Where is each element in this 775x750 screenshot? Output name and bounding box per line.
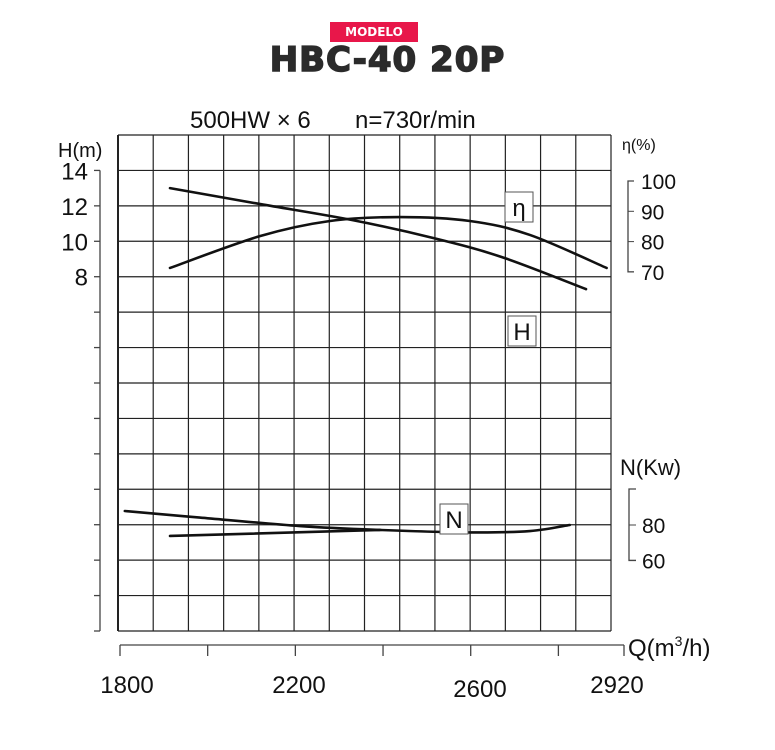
- n-tick-label: 60: [642, 550, 665, 573]
- curve-label: N: [445, 507, 462, 534]
- x-tick-label: 2600: [453, 676, 506, 703]
- n-axis-label: N(Kw): [620, 455, 681, 480]
- curve-n-lower: [168, 528, 382, 538]
- curve-label-box: [439, 503, 469, 535]
- n-tick-label: 80: [642, 515, 665, 538]
- curve-label: H: [513, 319, 530, 346]
- x-tick-label: 2920: [590, 672, 643, 699]
- x-tick-label: 1800: [100, 672, 153, 699]
- curve-n: [123, 509, 572, 534]
- curve-h: [168, 186, 588, 291]
- x-axis-label: Q(m3/h): [628, 633, 710, 662]
- h-tick-label: 10: [61, 229, 88, 256]
- h-axis-label: H(m): [58, 140, 102, 162]
- model-badge: MODELO: [330, 22, 418, 42]
- h-tick-label: 8: [75, 265, 88, 292]
- chart-title: 500HW × 6: [190, 107, 311, 134]
- model-title: HBC-40 20P: [269, 39, 506, 81]
- h-tick-label: 14: [61, 158, 88, 185]
- x-tick-label: 2200: [272, 672, 325, 699]
- eta-tick-label: 70: [641, 262, 664, 285]
- h-tick-label: 12: [61, 194, 88, 221]
- eta-tick-label: 90: [641, 201, 664, 224]
- curve-label-box: [507, 315, 537, 347]
- chart-subtitle: n=730r/min: [355, 107, 476, 134]
- curve-eta: [168, 215, 608, 270]
- curve-label-box: [504, 191, 534, 223]
- eta-tick-label: 100: [641, 171, 676, 194]
- curve-label: η: [512, 195, 525, 222]
- eta-tick-label: 80: [641, 232, 664, 255]
- eta-axis-label: η(%): [622, 137, 656, 154]
- eta-axis-bracket: [627, 180, 634, 273]
